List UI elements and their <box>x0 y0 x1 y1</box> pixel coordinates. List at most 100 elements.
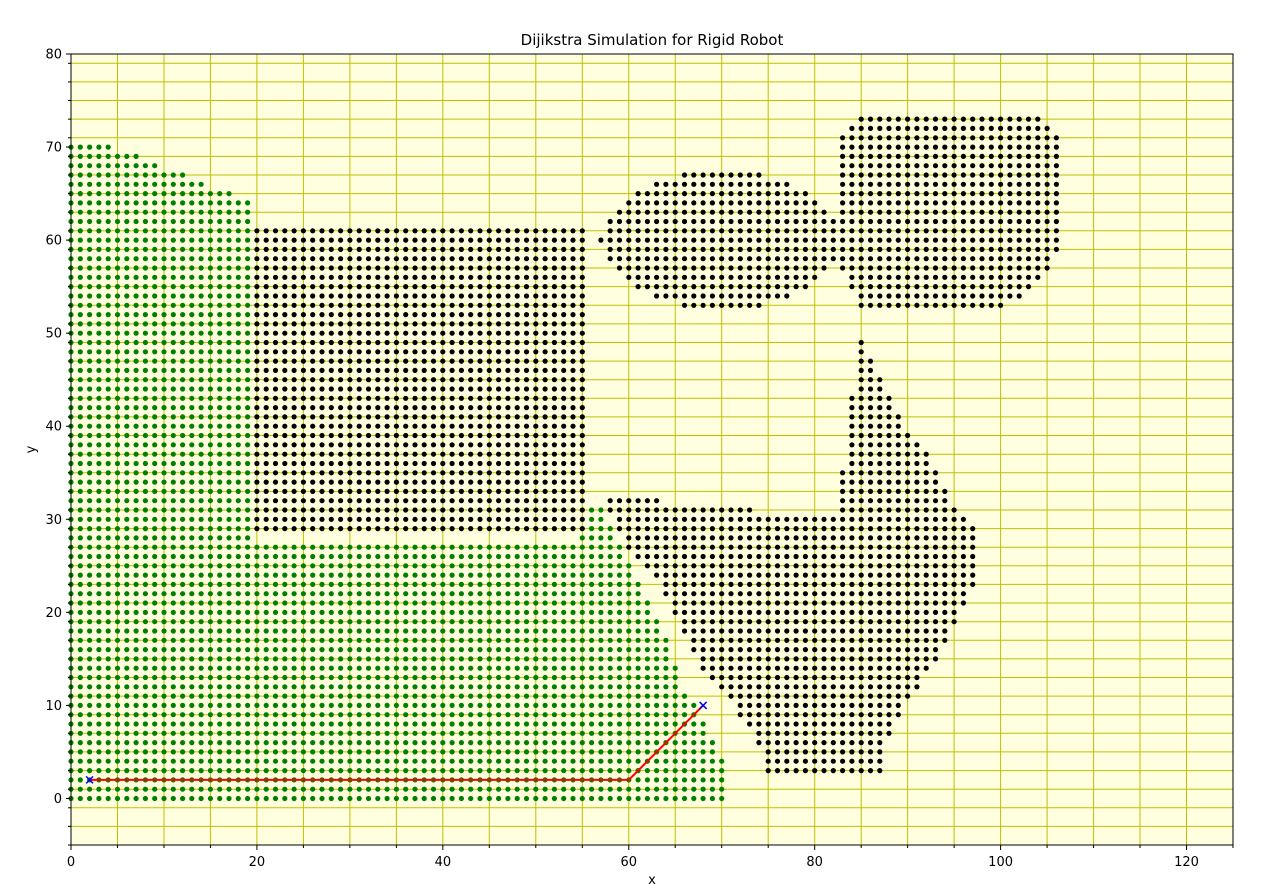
obstacle-point <box>579 256 585 262</box>
explored-point <box>579 674 585 681</box>
explored-point <box>421 721 427 727</box>
obstacle-point <box>812 591 818 597</box>
explored-point <box>347 674 353 681</box>
explored-point <box>198 228 204 234</box>
explored-point <box>198 460 204 467</box>
obstacle-point <box>756 200 762 206</box>
explored-point <box>235 740 241 746</box>
obstacle-point <box>356 479 362 485</box>
explored-point <box>421 786 427 792</box>
obstacle-point <box>877 386 883 392</box>
obstacle-point <box>561 442 567 448</box>
explored-point <box>152 172 158 178</box>
obstacle-point <box>756 572 762 578</box>
obstacle-point <box>338 265 344 271</box>
obstacle-point <box>849 479 855 485</box>
explored-point <box>105 684 111 690</box>
explored-point <box>496 637 502 643</box>
explored-point <box>133 628 139 634</box>
explored-point <box>96 414 102 420</box>
explored-point <box>616 553 623 560</box>
explored-point <box>477 563 483 569</box>
explored-point <box>226 628 232 634</box>
explored-point <box>300 712 306 718</box>
explored-point <box>468 563 474 569</box>
obstacle-point <box>291 498 297 504</box>
explored-point <box>300 628 306 634</box>
explored-point <box>207 218 213 225</box>
explored-point <box>551 665 558 671</box>
explored-point <box>598 609 604 616</box>
explored-point <box>626 749 632 755</box>
explored-point <box>449 609 455 616</box>
obstacle-point <box>877 163 883 169</box>
obstacle-point <box>477 237 483 243</box>
explored-point <box>170 386 176 392</box>
obstacle-point <box>430 321 437 327</box>
explored-point <box>189 730 195 736</box>
obstacle-point <box>737 507 743 513</box>
obstacle-point <box>867 544 874 550</box>
obstacle-point <box>375 339 381 346</box>
explored-point <box>152 414 158 420</box>
explored-point <box>300 758 306 764</box>
explored-point <box>77 684 83 690</box>
obstacle-point <box>570 526 576 532</box>
obstacle-point <box>384 507 390 513</box>
explored-point <box>152 740 158 746</box>
obstacle-point <box>635 526 641 532</box>
explored-point <box>356 730 362 736</box>
obstacle-point <box>579 377 585 383</box>
explored-point <box>207 544 213 550</box>
obstacle-point <box>709 293 716 299</box>
obstacle-point <box>812 647 818 653</box>
obstacle-point <box>756 712 762 718</box>
explored-point <box>700 786 706 792</box>
explored-point <box>217 516 223 522</box>
explored-point <box>235 795 241 802</box>
obstacle-point <box>765 730 771 736</box>
obstacle-point <box>291 414 297 420</box>
obstacle-point <box>877 693 883 699</box>
explored-point <box>77 367 83 373</box>
obstacle-point <box>626 228 632 234</box>
explored-point <box>161 479 167 485</box>
explored-point <box>440 581 446 588</box>
obstacle-point <box>356 274 362 280</box>
obstacle-point <box>384 498 390 504</box>
obstacle-point <box>709 535 716 541</box>
obstacle-point <box>403 460 409 467</box>
explored-point <box>598 535 604 541</box>
obstacle-point <box>719 647 725 653</box>
explored-point <box>124 702 130 709</box>
explored-point <box>226 656 232 662</box>
explored-point <box>77 460 83 467</box>
explored-point <box>105 730 111 736</box>
obstacle-point <box>310 367 316 373</box>
obstacle-point <box>830 740 836 746</box>
explored-point <box>644 749 651 755</box>
explored-point <box>245 721 251 727</box>
explored-point <box>124 628 130 634</box>
obstacle-point <box>626 516 632 522</box>
explored-point <box>226 302 232 308</box>
explored-point <box>570 572 576 578</box>
explored-point <box>87 405 93 411</box>
obstacle-point <box>737 656 743 662</box>
obstacle-point <box>709 656 716 662</box>
obstacle-point <box>356 377 362 383</box>
obstacle-point <box>496 451 502 457</box>
explored-point <box>114 451 121 457</box>
obstacle-point <box>523 274 530 280</box>
explored-point <box>226 442 232 448</box>
obstacle-point <box>421 358 427 364</box>
obstacle-point <box>700 284 706 290</box>
obstacle-point <box>849 414 855 420</box>
explored-point <box>245 628 251 634</box>
obstacle-point <box>774 768 781 774</box>
explored-point <box>207 246 213 252</box>
explored-point <box>133 414 139 420</box>
obstacle-point <box>709 665 716 671</box>
obstacle-point <box>747 609 753 616</box>
explored-point <box>263 665 269 671</box>
